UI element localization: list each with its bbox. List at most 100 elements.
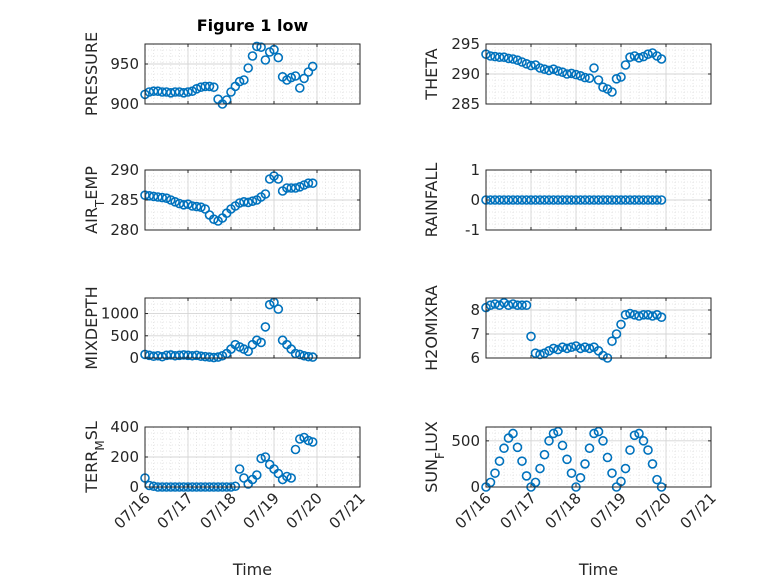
data-point	[307, 437, 318, 447]
data-point	[548, 195, 559, 205]
data-point	[508, 54, 518, 64]
data-point	[544, 195, 554, 205]
data-point	[490, 299, 500, 309]
data-series	[481, 297, 667, 363]
data-point	[260, 322, 271, 332]
data-point	[247, 51, 258, 61]
data-point	[512, 195, 523, 205]
data-point	[535, 63, 545, 73]
data-point	[517, 57, 527, 67]
data-point	[647, 459, 658, 469]
data-point	[616, 72, 626, 82]
data-point	[620, 463, 631, 474]
x-tick-label: 07/19	[240, 489, 283, 532]
data-point	[598, 82, 608, 92]
y-axis-label: AIRTEMP	[82, 166, 107, 234]
data-point	[503, 53, 514, 64]
data-point	[629, 430, 640, 441]
data-point	[643, 49, 653, 60]
data-point	[196, 202, 206, 212]
data-point	[517, 195, 527, 205]
data-point	[602, 452, 613, 463]
data-point	[517, 456, 527, 466]
data-point	[166, 195, 176, 205]
data-point	[602, 195, 613, 205]
data-series	[481, 426, 667, 492]
y-tick-label: 0	[470, 478, 480, 496]
data-point	[557, 342, 568, 353]
data-point	[247, 196, 258, 206]
data-point	[575, 343, 586, 354]
data-point	[213, 352, 223, 362]
data-point	[294, 434, 305, 444]
data-point	[299, 180, 309, 190]
x-tick-label: 07/20	[283, 489, 326, 532]
data-point	[638, 309, 649, 320]
data-point	[539, 449, 550, 460]
x-tick-label: 07/17	[154, 489, 197, 532]
data-point	[539, 64, 550, 74]
data-point	[566, 195, 577, 205]
data-point	[204, 81, 215, 92]
data-point	[178, 88, 189, 98]
data-point	[209, 82, 219, 92]
data-point	[625, 52, 635, 63]
data-point	[562, 69, 572, 79]
y-axis-label: TERRMSL	[82, 421, 107, 494]
data-point	[656, 195, 667, 205]
data-point	[157, 351, 167, 362]
axes-box	[144, 297, 361, 359]
data-point	[282, 471, 292, 482]
data-point	[239, 75, 249, 85]
data-point	[548, 343, 559, 354]
data-point	[521, 471, 532, 481]
data-series	[481, 195, 667, 205]
y-tick-label: 0	[470, 191, 480, 209]
data-point	[634, 428, 644, 439]
data-point	[580, 72, 590, 83]
data-point	[183, 199, 193, 209]
subplot-rainfall: -1 0 1 RAINFALL	[422, 161, 712, 239]
y-tick-label: 500	[451, 432, 480, 450]
data-point	[593, 195, 604, 205]
data-point	[286, 72, 297, 83]
data-point	[589, 195, 599, 205]
data-point	[294, 182, 305, 192]
subplot-h2omixra: 6 7 8 H2OMIXRA	[422, 285, 712, 371]
data-point	[508, 195, 518, 205]
data-point	[161, 193, 172, 203]
plot-area	[145, 44, 360, 104]
x-tick-label: 07/18	[197, 489, 240, 532]
data-point	[243, 63, 253, 73]
data-point	[580, 342, 590, 353]
data-point	[575, 472, 586, 483]
data-point	[251, 41, 262, 52]
data-point	[548, 64, 559, 74]
data-point	[584, 443, 595, 454]
y-tick-label: 500	[110, 327, 139, 345]
data-point	[294, 83, 305, 93]
data-point	[303, 351, 314, 362]
y-tick-label: 285	[110, 191, 139, 209]
data-point	[256, 453, 266, 464]
data-point	[557, 195, 568, 205]
data-point	[508, 428, 518, 439]
data-point	[273, 52, 284, 63]
data-point	[656, 54, 667, 64]
data-point	[553, 195, 563, 205]
data-point	[508, 299, 518, 309]
chart-title: Figure 1 low	[197, 16, 309, 35]
data-point	[535, 195, 545, 205]
data-point	[620, 309, 631, 320]
data-point	[526, 331, 536, 342]
data-point	[503, 195, 514, 205]
y-tick-label: 400	[110, 418, 139, 436]
data-point	[562, 343, 572, 354]
data-point	[553, 426, 563, 437]
data-point	[589, 63, 599, 73]
y-axis-label: H2OMIXRA	[422, 285, 441, 371]
data-point	[290, 183, 301, 193]
data-point	[562, 195, 572, 205]
data-point	[656, 312, 667, 323]
